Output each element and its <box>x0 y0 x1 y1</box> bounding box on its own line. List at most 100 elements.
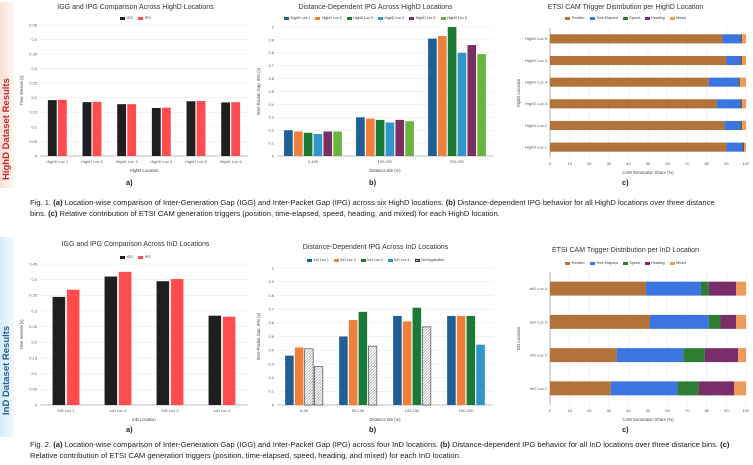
caption-b: (b) <box>445 198 456 207</box>
bar <box>313 134 323 156</box>
x-tick-label: 90 <box>724 408 729 413</box>
legend-item: Time Elapsed <box>589 261 618 265</box>
y-tick-label: 0.2 <box>31 95 37 100</box>
caption-c: (c) <box>720 440 730 449</box>
legend-label: Heading <box>651 261 665 265</box>
y-tick-label: 0.7 <box>268 63 274 68</box>
bar-segment <box>550 142 727 152</box>
bar <box>412 307 422 405</box>
y-tick-label: 0.1 <box>31 371 37 376</box>
legend-item: Time Elapsed <box>589 16 618 20</box>
subfigure-label: a) <box>126 178 133 187</box>
x-tick-label: 50 <box>646 408 651 413</box>
bar <box>402 321 412 405</box>
legend-item: Mixed <box>669 261 686 265</box>
y-axis-title: Time Interval (s) <box>19 319 24 350</box>
x-tick-label: 20 <box>587 408 592 413</box>
y-tick-label: 0.4 <box>268 348 274 353</box>
legend-swatch <box>565 261 571 265</box>
bar <box>365 118 375 156</box>
bar <box>476 344 485 405</box>
bar-segment <box>743 142 745 152</box>
y-tick-label: 0.1 <box>268 141 274 146</box>
x-axis-title: InD Location <box>132 417 156 422</box>
y-tick-label: 0.45 <box>29 261 38 266</box>
legend-item: Speed <box>622 261 640 265</box>
legend-item: IPG <box>138 255 151 259</box>
bar <box>477 54 486 157</box>
caption-c: (c) <box>48 209 58 218</box>
y-tick-label: 0 <box>272 402 275 407</box>
legend-swatch <box>378 16 383 20</box>
legend-swatch <box>333 258 339 262</box>
legend-label: IGG <box>126 16 134 20</box>
legend-swatch <box>120 16 126 20</box>
bar <box>393 315 402 405</box>
figure-caption: Fig. 1. (a) Location-wise comparison of … <box>30 197 730 219</box>
y-tick-label: 0.3 <box>268 361 274 366</box>
bar-segment <box>649 314 709 329</box>
bar-segment <box>724 120 741 131</box>
x-tick-label: 90 <box>724 161 729 166</box>
bar-segment <box>700 281 709 296</box>
chart-title: ETSI CAM Trigger Distribution per InD Lo… <box>551 247 700 254</box>
y-tick-label: InD Loc 3 <box>530 319 548 324</box>
x-tick-label: 100-200 <box>378 159 393 164</box>
chart-svg: 0 10 20 30 40 50 60 70 80 90 100 HighD Loc 6 HighD L… <box>516 28 750 175</box>
subfigure-label: a) <box>126 425 133 434</box>
y-tick-label: HighD Loc 3 <box>525 101 548 106</box>
bar <box>231 102 241 156</box>
subfigure-label: b) <box>369 178 377 187</box>
bar <box>323 131 333 156</box>
chart-highd-cam-triggers: ETSI CAM Trigger Distribution per HighD … <box>498 0 753 187</box>
bar-segment <box>741 34 743 44</box>
bar-segment <box>550 281 647 296</box>
legend-item: IGG <box>120 255 133 259</box>
bar <box>118 271 132 405</box>
y-tick-label: 0.6 <box>268 320 274 325</box>
caption-a: (a) <box>53 198 63 207</box>
legend-swatch <box>589 16 595 20</box>
bar <box>437 36 447 156</box>
bar <box>356 117 365 156</box>
x-tick-label: 50-100 <box>352 408 365 413</box>
legend-swatch <box>138 255 144 259</box>
y-tick-label: 0 <box>35 402 38 407</box>
chart-svg: 0 0.1 0.2 0.3 0.4 0.5 0.6 0.7 0.8 0.9 1 0-50 50-100 1… <box>256 265 493 422</box>
y-tick-label: 1 <box>272 24 275 29</box>
bar <box>405 121 414 156</box>
legend-swatch <box>414 258 420 262</box>
y-tick-label: 0.15 <box>29 355 38 360</box>
legend-item: InD Loc 4 <box>387 258 410 262</box>
band-ind: InD Dataset Results <box>0 237 14 437</box>
bar <box>156 281 170 405</box>
bar-segment <box>740 120 742 131</box>
bar-segment <box>744 142 746 152</box>
legend-swatch <box>644 261 650 265</box>
y-tick-label: 0.7 <box>268 307 274 312</box>
x-tick-label: 30 <box>607 161 612 166</box>
legend-item: Not Applicable <box>414 258 444 262</box>
bar-not-applicable <box>368 345 378 406</box>
y-tick-label: 0.05 <box>29 139 38 144</box>
bar-segment <box>677 381 699 396</box>
y-axis-title: InD Location <box>516 326 521 350</box>
x-tick-label: HighD Loc 4 <box>150 159 173 164</box>
bar <box>348 320 358 405</box>
bar-segment <box>742 55 746 66</box>
bar <box>161 107 171 156</box>
bar <box>294 347 304 405</box>
x-tick-label: HighD Loc 2 <box>81 159 104 164</box>
bar-segment <box>739 77 741 87</box>
chart-highd-igg-ipg: IGG and IPG Comparison Across HighD Loca… <box>18 0 253 187</box>
bar-segment <box>616 348 684 363</box>
y-tick-label: 0.45 <box>29 22 38 27</box>
y-tick-label: 0.9 <box>268 37 274 42</box>
y-tick-label: 0 <box>272 153 275 158</box>
bar <box>447 315 456 405</box>
legend-item: HighD Loc 5 <box>409 16 436 20</box>
y-tick-label: 0.4 <box>31 37 37 42</box>
chart-svg: 0 0.05 0.1 0.15 0.2 0.25 0.3 0.35 0.4 0.45 InD Loc… <box>19 261 248 422</box>
x-tick-label: HighD Loc 5 <box>185 159 208 164</box>
legend-item: HighD Loc 6 <box>440 16 467 20</box>
